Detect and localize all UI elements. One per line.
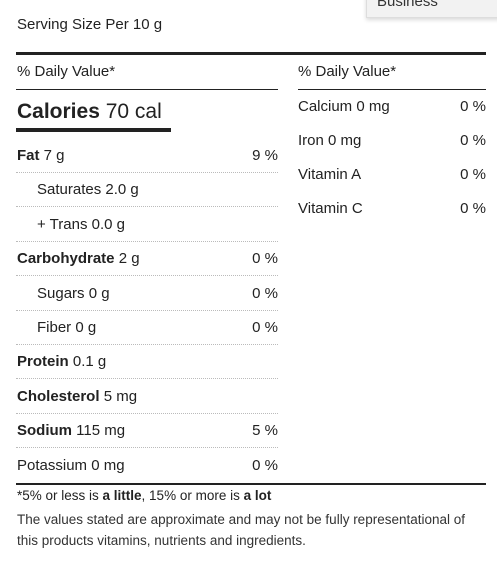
nutrient-row: Cholesterol 5 mg bbox=[17, 388, 137, 406]
row-divider bbox=[16, 275, 278, 277]
nutrient-amount: 0 mg bbox=[91, 456, 125, 474]
nutrient-name: Fat bbox=[17, 147, 40, 164]
nutrient-name: Fiber bbox=[37, 319, 72, 336]
nutrient-row: Vitamin A bbox=[298, 166, 361, 184]
thick-rule bbox=[16, 52, 486, 55]
daily-value: 0 % bbox=[252, 456, 278, 474]
calories-rule bbox=[16, 128, 171, 132]
nutrient-name: Iron bbox=[298, 132, 324, 149]
nutrient-name: Potassium bbox=[17, 456, 88, 474]
daily-value: 0 % bbox=[460, 200, 486, 217]
nutrient-row: Potassium 0 mg bbox=[17, 457, 125, 475]
footnote-part: a little bbox=[102, 488, 142, 503]
nutrient-row: Sugars 0 g bbox=[37, 285, 110, 303]
row-divider bbox=[16, 378, 278, 380]
nutrient-amount: 2.0 g bbox=[105, 181, 139, 199]
nutrient-amount: 0 mg bbox=[328, 132, 362, 149]
footnote-part: *5% or less is bbox=[17, 488, 103, 503]
rule bbox=[16, 89, 278, 90]
rule bbox=[298, 89, 486, 90]
row-divider bbox=[16, 172, 278, 173]
nutrient-amount: 5 mg bbox=[103, 387, 138, 405]
nutrient-amount: 0 g bbox=[75, 319, 97, 336]
daily-value: 0 % bbox=[252, 250, 278, 268]
right-header: % Daily Value* bbox=[298, 63, 397, 80]
row-divider bbox=[16, 344, 278, 345]
nutrient-amount: 0.1 g bbox=[72, 353, 107, 371]
footnote-note: The values stated are approximate and ma… bbox=[17, 512, 466, 548]
nutrient-amount: 0 mg bbox=[356, 98, 390, 115]
nutrient-row: Fat 7 g bbox=[17, 147, 65, 165]
nutrient-amount: 0 g bbox=[88, 284, 110, 302]
footnote-part: , 15% or more is bbox=[141, 488, 244, 503]
nutrient-row: Sodium 115 mg bbox=[17, 422, 125, 440]
daily-value: 9 % bbox=[252, 147, 278, 164]
nutrient-name: Sodium bbox=[17, 422, 72, 440]
nutrient-name: Vitamin C bbox=[298, 200, 363, 217]
row-divider bbox=[16, 447, 278, 449]
menu-popup: Business bbox=[366, 0, 497, 18]
nutrient-amount: 2 g bbox=[118, 250, 140, 268]
nutrient-row: Saturates 2.0 g bbox=[37, 181, 139, 199]
nutrient-row: Vitamin C bbox=[298, 200, 363, 218]
daily-value: 0 % bbox=[460, 166, 486, 183]
nutrient-amount: 0.0 g bbox=[91, 215, 125, 233]
calories-value: 70 cal bbox=[105, 100, 162, 123]
nutrient-row: Carbohydrate 2 g bbox=[17, 250, 140, 268]
thick-rule bbox=[16, 483, 486, 485]
daily-value: 0 % bbox=[252, 284, 278, 302]
daily-value: 0 % bbox=[252, 319, 278, 336]
nutrient-amount: 7 g bbox=[43, 147, 65, 164]
footnote: *5% or less is a little, 15% or more is … bbox=[17, 487, 271, 505]
row-divider bbox=[16, 309, 278, 311]
row-divider bbox=[16, 412, 278, 414]
nutrient-row: + Trans 0.0 g bbox=[37, 216, 125, 234]
nutrient-name: Vitamin A bbox=[298, 166, 362, 183]
daily-value: 5 % bbox=[252, 422, 278, 440]
daily-value: 0 % bbox=[460, 98, 486, 115]
nutrient-row: Fiber 0 g bbox=[37, 319, 96, 337]
nutrient-name: Cholesterol bbox=[17, 387, 100, 405]
nutrient-name: + Trans bbox=[37, 215, 88, 233]
row-divider bbox=[16, 240, 278, 242]
nutrient-row: Protein 0.1 g bbox=[17, 353, 106, 371]
nutrient-name: Carbohydrate bbox=[17, 250, 115, 268]
nutrient-row: Calcium 0 mg bbox=[298, 98, 390, 116]
calories: Calories 70 cal bbox=[17, 100, 162, 124]
nutrient-name: Saturates bbox=[37, 181, 102, 199]
nutrient-name: Protein bbox=[17, 353, 69, 371]
daily-value: 0 % bbox=[460, 132, 486, 149]
footnote-part: a lot bbox=[243, 488, 272, 503]
menu-item[interactable]: Business bbox=[377, 0, 438, 10]
left-header: % Daily Value* bbox=[17, 63, 116, 80]
nutrient-name: Calcium bbox=[298, 98, 353, 115]
nutrient-name: Sugars bbox=[37, 284, 85, 302]
nutrient-amount: 115 mg bbox=[76, 422, 126, 440]
row-divider bbox=[16, 206, 278, 208]
serving-size: Serving Size Per 10 g bbox=[17, 16, 163, 33]
calories-label: Calories bbox=[17, 100, 100, 123]
nutrient-row: Iron 0 mg bbox=[298, 132, 361, 150]
